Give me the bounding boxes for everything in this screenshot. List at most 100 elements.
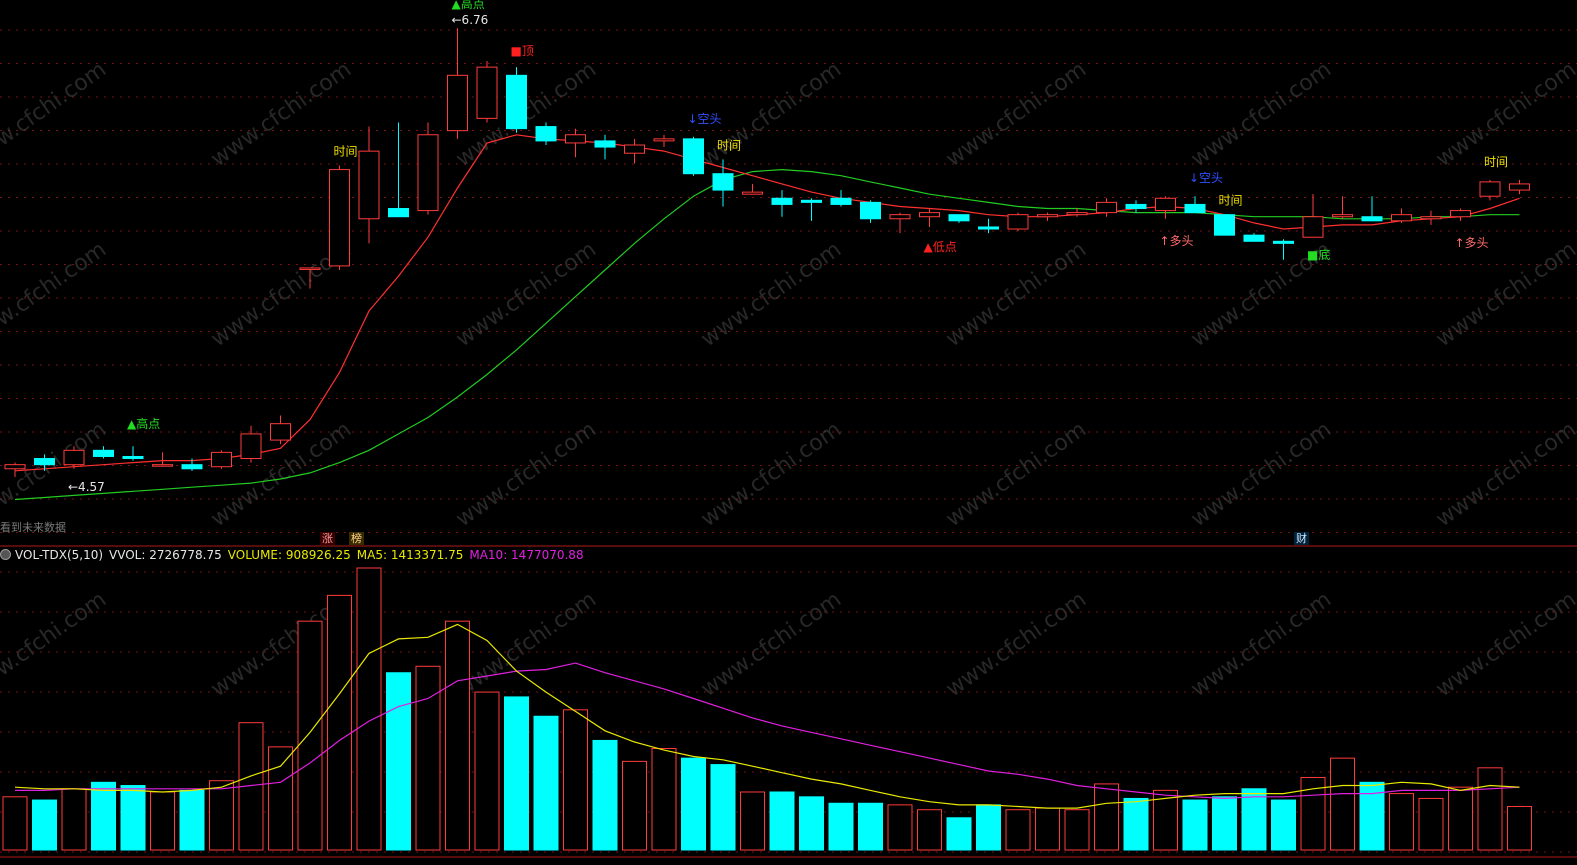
candle-body-up[interactable] [889,214,911,220]
candle-body-up[interactable] [919,212,940,218]
volume-bar-up[interactable] [445,620,470,851]
candle[interactable] [801,198,822,221]
indicator-name[interactable]: VOL-TDX(5,10) [15,548,104,562]
candle-body-down[interactable] [860,201,881,220]
volume-bar-up[interactable] [1477,767,1503,851]
candle-body-down[interactable] [948,214,970,222]
volume-bar-up[interactable] [1418,797,1444,851]
candle[interactable] [1361,196,1383,222]
candle-body-up[interactable] [1007,214,1029,230]
candle-body-down[interactable] [712,173,734,191]
volume-bars[interactable] [2,567,1532,851]
candle-body-up[interactable] [1479,181,1501,197]
candle[interactable] [624,138,645,164]
candle[interactable] [535,122,557,145]
volume-bar-down[interactable] [946,817,972,851]
candle[interactable] [1273,239,1294,260]
candle[interactable] [919,208,940,227]
candle[interactable] [1509,179,1530,195]
candle-body-down[interactable] [1184,203,1206,214]
candle[interactable] [122,446,144,461]
volume-bar-up[interactable] [1064,809,1090,851]
candle-body-down[interactable] [978,226,999,230]
volume-bar-down[interactable] [1271,799,1296,851]
candle[interactable] [1332,196,1353,219]
candle[interactable] [181,458,203,471]
volume-bar-up[interactable] [622,760,647,851]
volume-bar-up[interactable] [327,594,352,851]
candle[interactable] [299,267,321,289]
candle[interactable] [1096,198,1117,217]
candle[interactable] [1007,212,1029,232]
candle-body-up[interactable] [476,66,498,119]
candle-body-up[interactable] [417,134,439,212]
candle-body-up[interactable] [211,451,232,468]
candle[interactable] [889,212,911,234]
candle[interactable] [1184,196,1206,214]
candle-body-up[interactable] [624,144,645,154]
volume-bar-up[interactable] [2,796,28,851]
candle[interactable] [565,128,586,158]
volume-bar-up[interactable] [887,804,913,851]
candle[interactable] [712,159,734,207]
volume-bar-up[interactable] [1005,809,1031,851]
candle[interactable] [476,60,498,123]
volume-bar-down[interactable] [592,739,618,851]
candle[interactable] [152,452,173,467]
volume-bar-up[interactable] [1389,793,1414,851]
volume-bar-down[interactable] [1241,788,1267,851]
candle-body-up[interactable] [1155,197,1176,212]
candle[interactable] [978,218,999,234]
volume-bar-up[interactable] [1153,789,1178,851]
candle[interactable] [63,446,85,469]
candle-body-down[interactable] [1125,203,1147,210]
candle-body-up[interactable] [565,134,586,144]
candle[interactable] [388,122,409,218]
candle-body-down[interactable] [683,138,704,175]
volume-bar-down[interactable] [1123,797,1149,851]
candle-body-up[interactable] [1509,183,1530,191]
candle[interactable] [653,134,675,148]
volume-bar-up[interactable] [651,747,677,851]
candle-body-up[interactable] [653,138,675,142]
volume-bar-down[interactable] [769,791,795,851]
candle[interactable] [34,454,55,471]
candle-body-up[interactable] [1450,210,1471,218]
cai-badge[interactable]: 财 [1294,532,1309,545]
volume-bar-up[interactable] [1300,776,1326,851]
candle[interactable] [1155,196,1176,219]
candle-body-up[interactable] [1391,214,1412,222]
candle-body-down[interactable] [1361,216,1383,222]
volume-bar-up[interactable] [1448,786,1473,851]
candle-body-up[interactable] [1037,214,1058,218]
bang-badge[interactable]: 榜 [349,532,364,545]
volume-bar-up[interactable] [297,620,323,851]
candle[interactable] [1420,210,1442,225]
volume-bar-down[interactable] [533,715,559,851]
volume-bar-up[interactable] [1035,807,1060,851]
candle-body-down[interactable] [1273,240,1294,244]
circle-toggle-icon[interactable] [0,549,11,560]
candle[interactable] [447,28,468,139]
candle[interactable] [771,190,793,217]
volume-bar-up[interactable] [61,788,87,851]
candle[interactable] [1302,194,1324,238]
volume-bar-up[interactable] [1094,783,1119,851]
candle[interactable] [4,462,26,477]
volume-bar-down[interactable] [681,757,706,851]
candle-body-down[interactable] [506,74,527,130]
candle[interactable] [1450,208,1471,221]
candle-body-up[interactable] [1302,216,1324,238]
volume-bar-up[interactable] [563,709,588,851]
candle[interactable] [1243,233,1265,242]
volume-bar-up[interactable] [150,791,175,851]
volume-bar-down[interactable] [858,802,883,851]
candle[interactable] [594,134,616,160]
candle[interactable] [1037,212,1058,221]
candle-body-up[interactable] [358,150,380,220]
candle[interactable] [240,425,262,463]
volume-bar-down[interactable] [828,802,854,851]
candle[interactable] [860,200,881,223]
volume-bar-up[interactable] [740,791,765,851]
